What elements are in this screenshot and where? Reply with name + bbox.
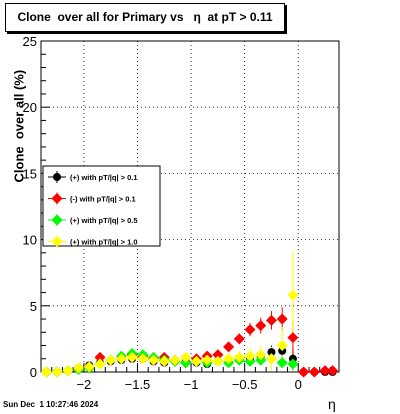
x-axis-label: η — [328, 396, 336, 412]
x-tick-label: 0 — [295, 377, 302, 392]
data-point — [137, 353, 149, 365]
y-tick-label: 0 — [30, 365, 37, 380]
data-point — [105, 354, 117, 366]
data-point — [255, 320, 267, 332]
y-tick-label: 5 — [30, 299, 37, 314]
legend-label: (+) with pT/|q| > 0.1 — [70, 173, 138, 182]
data-point — [169, 354, 181, 366]
data-point — [62, 365, 74, 377]
data-point — [158, 355, 170, 367]
data-point — [223, 353, 235, 365]
data-point — [115, 353, 127, 365]
legend-label: (-) with pT/|q| > 0.1 — [70, 195, 136, 204]
data-point — [287, 289, 299, 301]
error-bars — [63, 251, 337, 372]
data-point — [287, 358, 299, 370]
data-point — [51, 366, 63, 378]
legend: (+) with pT/|q| > 0.1 (-) with pT/|q| > 0… — [42, 165, 161, 248]
data-point — [267, 348, 276, 357]
plot-frame — [40, 40, 340, 373]
data-point — [190, 355, 202, 367]
data-point — [180, 351, 192, 363]
data-point — [212, 355, 224, 367]
data-point — [148, 354, 160, 366]
data-point — [298, 366, 310, 378]
x-tick-label: −0.5 — [232, 377, 258, 392]
legend-marker — [51, 193, 63, 204]
data-point — [83, 361, 95, 373]
data-point — [223, 341, 235, 353]
data-point — [265, 314, 277, 326]
data-point — [255, 349, 267, 361]
axis-ticks: −2 −1.5 −1 −0.5 0 0 5 10 15 20 25 — [23, 34, 331, 392]
data-point — [201, 354, 213, 366]
legend-label: (+) with pT/|q| > 1.0 — [70, 238, 138, 247]
data-point — [233, 351, 245, 363]
y-tick-label: 15 — [23, 166, 37, 181]
data-point — [94, 358, 106, 370]
data-point — [287, 332, 299, 344]
x-tick-label: −2 — [76, 377, 91, 392]
legend-marker — [53, 173, 61, 181]
data-point — [327, 365, 339, 377]
legend-marker — [51, 214, 63, 226]
data-point — [244, 324, 256, 336]
data-point — [265, 353, 277, 365]
y-tick-label: 10 — [23, 233, 37, 248]
timestamp-footer: Sun Dec 1 10:27:46 2024 — [3, 400, 99, 409]
data-point — [319, 365, 331, 377]
chart-title: Clone over all for Primary vs η at pT > … — [5, 3, 285, 32]
x-tick-label: −1.5 — [125, 377, 151, 392]
y-tick-label: 20 — [23, 100, 37, 115]
legend-marker — [51, 236, 63, 247]
data-point — [94, 351, 106, 363]
grid-lines — [41, 41, 339, 372]
legend-box — [42, 165, 161, 247]
data-point — [40, 366, 52, 378]
data-point — [73, 362, 85, 374]
data-point — [126, 351, 138, 363]
data-points — [40, 289, 339, 378]
legend-label: (+) with pT/|q| > 0.5 — [70, 216, 138, 225]
data-point — [244, 350, 256, 362]
data-point — [276, 340, 288, 352]
x-tick-label: −1 — [184, 377, 199, 392]
data-point — [276, 313, 288, 325]
data-point — [212, 349, 224, 361]
y-axis-label: Clone over all (%) — [11, 69, 27, 183]
data-point — [233, 333, 245, 345]
y-tick-label: 25 — [23, 34, 37, 49]
data-point — [308, 366, 320, 378]
data-point — [276, 357, 288, 369]
